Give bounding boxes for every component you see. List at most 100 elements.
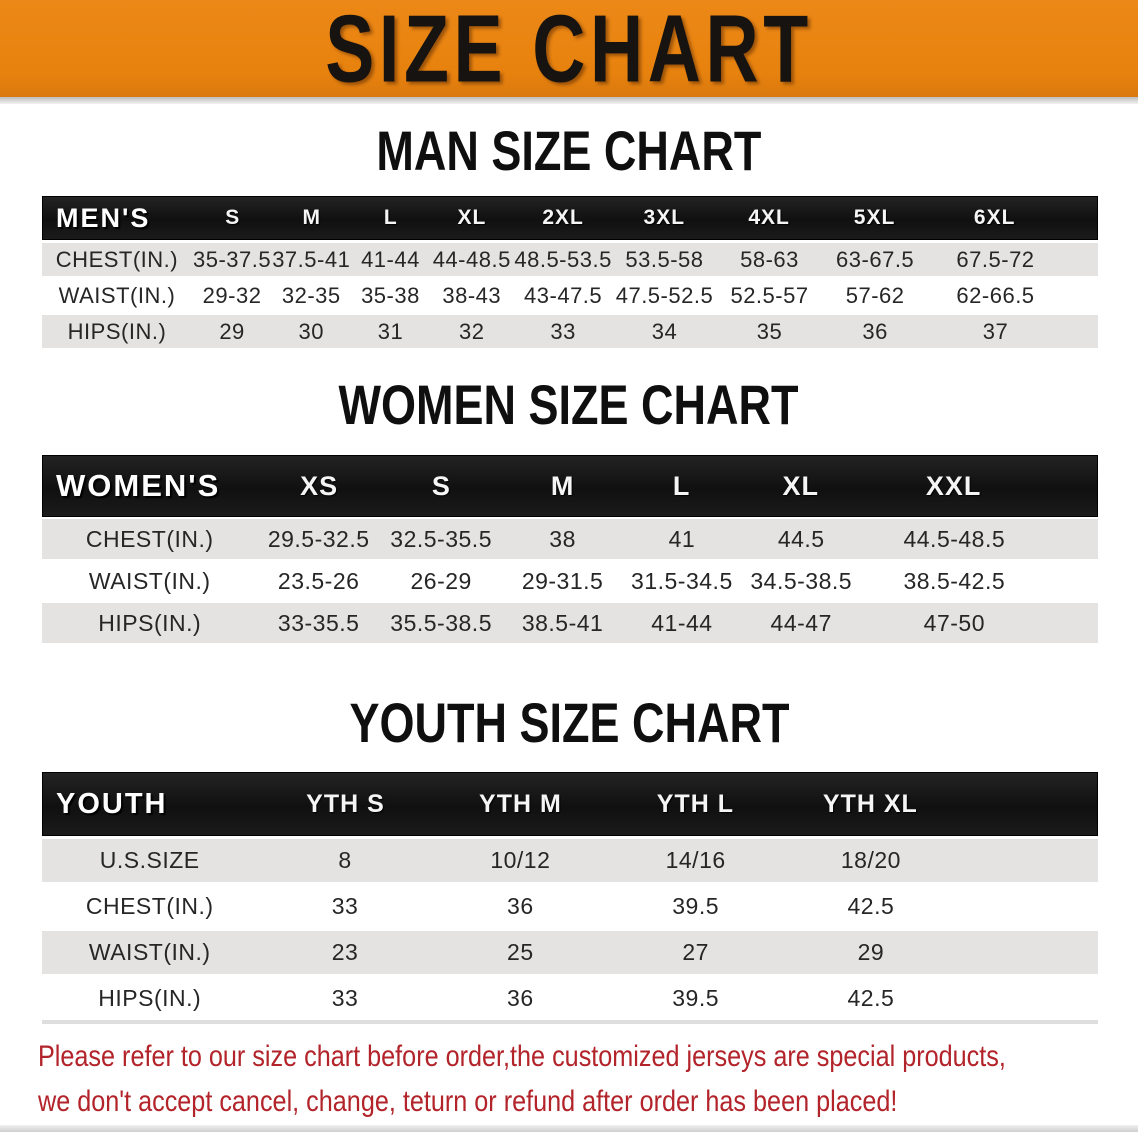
man-value-cell: 37 [982,318,1009,344]
man-size-header: L [383,206,398,229]
man-size-header: 6XL [973,206,1016,229]
youth-size-table: YOUTH YTH S YTH M YTH L YTH XL U.S.SIZE 8 10/1… [42,772,1098,1024]
man-value-cell: 36 [862,318,888,344]
women-table-row: HIPS(IN.) 33-35.5 35.5-38.5 38.5-41 41-44 44-… [42,603,1098,643]
women-section-heading: WOMEN SIZE CHART [339,373,799,437]
women-value-cell: 31.5-34.5 [631,567,733,594]
youth-value-cell: 42.5 [847,893,895,919]
youth-table-header: YOUTH YTH S YTH M YTH L YTH XL [42,772,1098,836]
women-corner-label: WOMEN'S [56,468,221,503]
women-row-label: CHEST(IN.) [85,525,214,552]
man-table-row: WAIST(IN.) 29-32 32-35 35-38 38-43 43-47.5 47.… [42,279,1098,312]
man-size-header: 2XL [542,206,584,229]
women-size-header: M [550,470,575,501]
youth-value-cell: 18/20 [840,847,901,873]
man-size-header: 5XL [853,206,896,229]
man-row-label: WAIST(IN.) [58,282,176,308]
women-value-cell: 23.5-26 [277,567,360,594]
man-value-cell: 48.5-53.5 [514,246,612,272]
man-value-cell: 29-32 [202,282,262,308]
women-value-cell: 34.5-38.5 [750,567,853,594]
youth-row-label: WAIST(IN.) [88,939,211,965]
man-size-header: 4XL [748,206,790,229]
women-size-header: L [672,470,691,501]
man-value-cell: 30 [298,318,324,344]
women-value-cell: 26-29 [410,567,472,594]
women-row-label: HIPS(IN.) [98,609,202,636]
women-row-label: WAIST(IN.) [88,567,211,594]
youth-size-header: YTH XL [822,789,918,818]
youth-row-label: CHEST(IN.) [85,893,214,919]
women-value-cell: 44.5-48.5 [903,525,1006,552]
man-value-cell: 35-37.5 [193,246,272,272]
youth-row-label: HIPS(IN.) [98,985,202,1011]
man-value-cell: 35 [756,318,783,344]
man-row-label: HIPS(IN.) [67,318,167,344]
youth-value-cell: 29 [857,939,885,965]
banner-shadow [0,97,1138,104]
women-value-cell: 44.5 [777,525,825,552]
man-value-cell: 37.5-41 [272,246,351,272]
man-value-cell: 38-43 [442,282,502,308]
youth-value-cell: 25 [507,939,534,965]
man-table-body: CHEST(IN.) 35-37.5 37.5-41 41-44 44-48.5 48.5… [42,243,1098,348]
man-table-row: CHEST(IN.) 35-37.5 37.5-41 41-44 44-48.5 48.5… [42,243,1098,276]
women-value-cell: 29-31.5 [521,567,604,594]
banner-title: SIZE CHART [325,0,813,102]
man-value-cell: 29 [219,318,245,344]
youth-row-label: U.S.SIZE [99,847,200,873]
man-size-header: S [225,206,241,229]
man-value-cell: 43-47.5 [524,282,603,308]
youth-corner-label: YOUTH [56,787,168,820]
women-table-header: WOMEN'S XS S M L XL XXL [42,455,1098,517]
man-section-heading: MAN SIZE CHART [376,119,762,183]
women-value-cell: 38.5-41 [521,609,604,636]
women-value-cell: 32.5-35.5 [390,525,492,552]
youth-table-row: CHEST(IN.) 33 36 39.5 42.5 [42,885,1098,928]
man-value-cell: 67.5-72 [956,246,1035,272]
man-table-row: HIPS(IN.) 29 30 31 32 33 34 35 36 37 [42,315,1098,348]
youth-section-heading: YOUTH SIZE CHART [348,691,790,755]
man-value-cell: 31 [377,318,404,344]
women-table-row: CHEST(IN.) 29.5-32.5 32.5-35.5 38 41 44.5 44.5… [42,519,1098,559]
man-value-cell: 35-38 [361,282,420,308]
man-value-cell: 32-35 [281,282,341,308]
man-size-header: 3XL [643,206,686,229]
youth-value-cell: 33 [331,985,359,1011]
women-size-header: S [431,470,451,501]
bottom-edge-strip [0,1125,1138,1132]
women-size-header: XL [782,470,820,501]
man-size-header: XL [457,206,487,229]
youth-value-cell: 33 [331,893,359,919]
women-size-table: WOMEN'S XS S M L XL XXL CHEST(IN.) 29.5-32.5 32.… [42,455,1098,643]
youth-value-cell: 36 [507,893,534,919]
women-table-body: CHEST(IN.) 29.5-32.5 32.5-35.5 38 41 44.5 44.5… [42,519,1098,643]
youth-table-row: HIPS(IN.) 33 36 39.5 42.5 [42,977,1098,1020]
man-value-cell: 57-62 [845,282,905,308]
disclaimer-line-2: we don't accept cancel, change, teturn o… [38,1085,898,1118]
man-corner-label: MEN'S [56,202,151,233]
disclaimer-line-1: Please refer to our size chart before or… [38,1040,1006,1073]
man-value-cell: 32 [459,318,485,344]
man-value-cell: 47.5-52.5 [615,282,714,308]
man-size-header: M [302,206,321,229]
youth-value-cell: 23 [331,939,359,965]
women-table-row: WAIST(IN.) 23.5-26 26-29 29-31.5 31.5-34.5 34… [42,561,1098,601]
youth-value-cell: 42.5 [847,985,895,1011]
man-value-cell: 62-66.5 [956,282,1035,308]
youth-value-cell: 39.5 [672,985,719,1011]
man-value-cell: 41-44 [361,246,420,272]
youth-size-header: YTH S [306,789,385,818]
youth-size-header: YTH M [479,789,562,818]
man-value-cell: 33 [550,318,576,344]
women-value-cell: 41-44 [651,609,713,636]
women-value-cell: 38.5-42.5 [903,567,1006,594]
man-size-table: MEN'S S M L XL 2XL 3XL 4XL 5XL 6XL CHEST(IN.) 35-3… [42,196,1098,348]
women-size-header: XS [300,470,339,501]
disclaimer-note: Please refer to our size chart before or… [38,1034,1138,1124]
youth-table-body: U.S.SIZE 8 10/12 14/16 18/20 CHEST(IN.) 33 36 39… [42,839,1098,1020]
youth-value-cell: 10/12 [490,847,551,873]
man-value-cell: 34 [651,318,678,344]
youth-value-cell: 8 [338,847,352,873]
